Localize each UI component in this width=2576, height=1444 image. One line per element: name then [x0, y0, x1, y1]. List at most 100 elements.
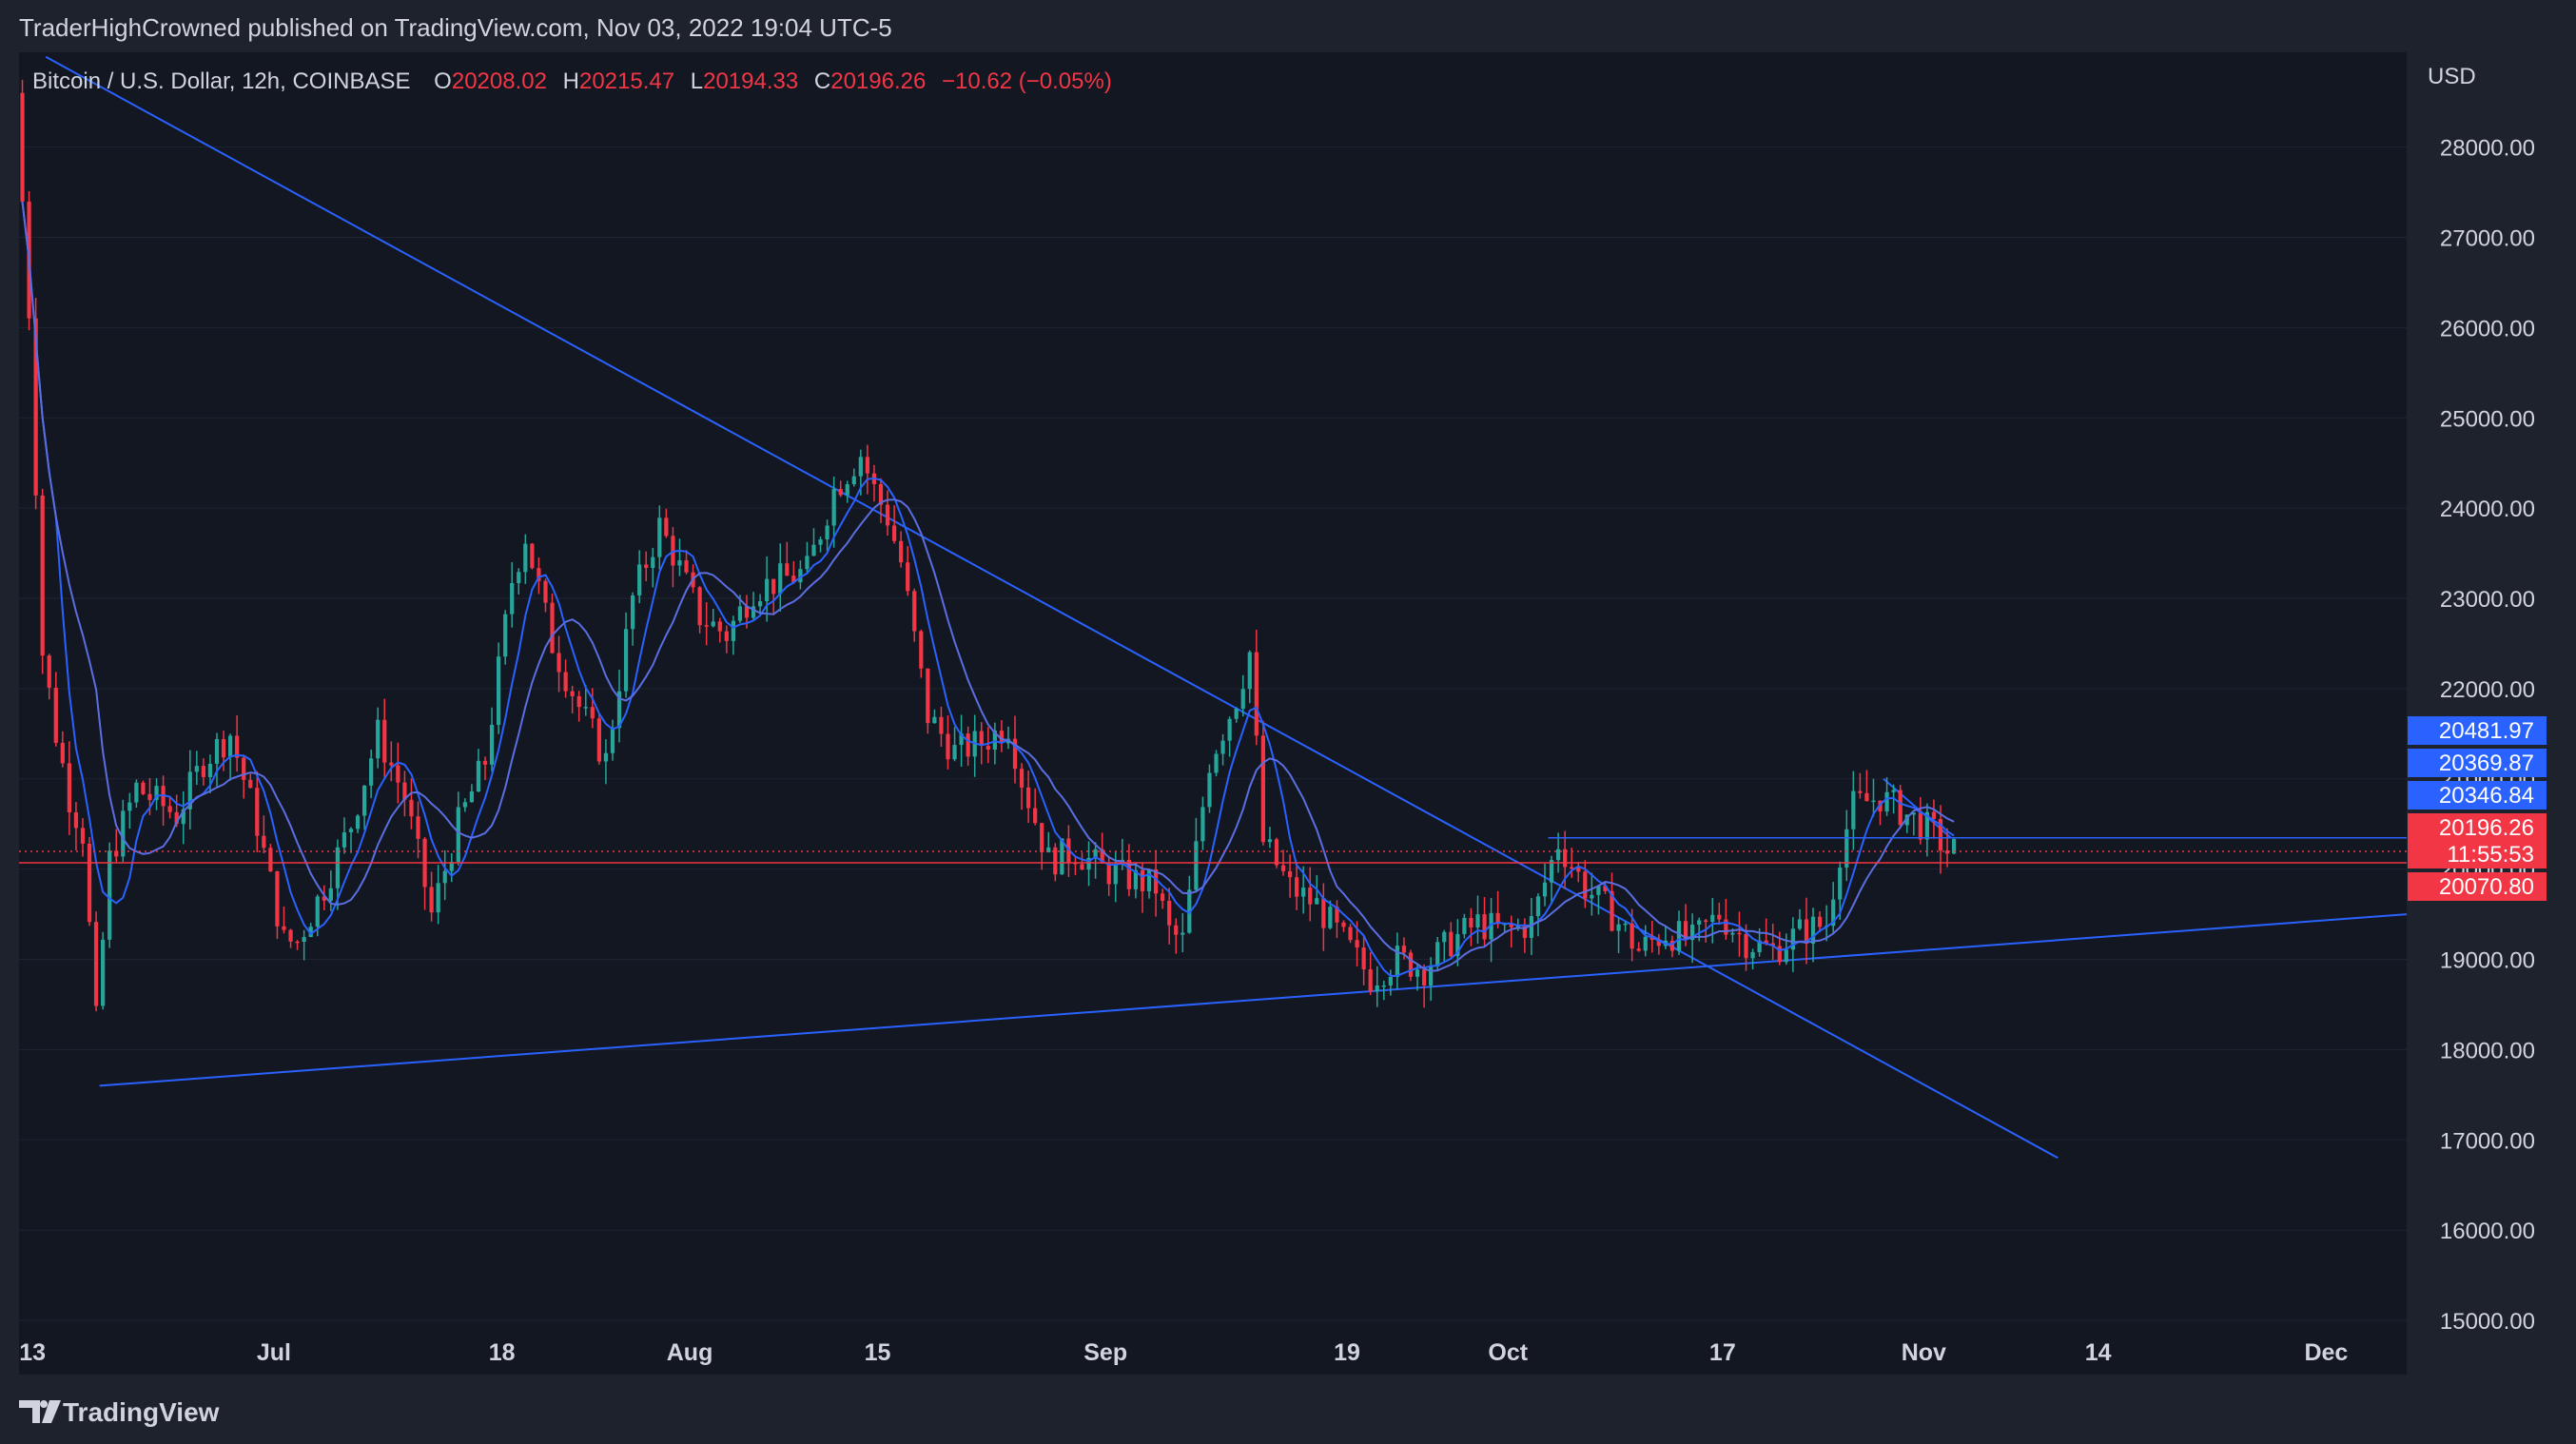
candle-body [262, 835, 266, 849]
candle-body [570, 691, 575, 696]
candle-body [1603, 886, 1608, 891]
candle-body [1435, 942, 1440, 967]
candle-body [644, 564, 649, 569]
candle-body [1161, 893, 1165, 901]
candle-body [1368, 969, 1373, 992]
candle-body [67, 763, 71, 812]
candle-body [1287, 870, 1293, 878]
candle-body [1174, 925, 1179, 935]
price-tick-label: 24000.00 [2440, 497, 2535, 522]
candle-body [1596, 886, 1601, 895]
trendline [45, 55, 2059, 1160]
candle-body [1355, 940, 1359, 948]
candle-body [1817, 916, 1823, 927]
candle-body [1911, 812, 1916, 815]
candle-body [1891, 790, 1896, 792]
candle-body [1335, 907, 1339, 923]
price-label-box [2408, 716, 2547, 745]
candle-body [791, 576, 796, 583]
candle-body [489, 725, 495, 765]
candle-body [1951, 839, 1957, 854]
price-label-box [2408, 813, 2547, 842]
candle-body [805, 556, 810, 570]
candle-body [1918, 812, 1922, 840]
candle-body [1207, 772, 1212, 808]
candle-body [93, 922, 99, 1006]
candle-body [543, 580, 548, 603]
candle-body [1489, 912, 1493, 940]
candle-body [1737, 932, 1742, 935]
candle-body [127, 802, 132, 811]
candle-body [1040, 823, 1044, 853]
candle-body [449, 862, 454, 871]
candle-body [1683, 921, 1688, 941]
candle-body [1636, 948, 1641, 951]
legend: Bitcoin / U.S. Dollar, 12h, COINBASE O20… [32, 68, 1112, 94]
candle-body [966, 733, 970, 757]
candle-body [1871, 800, 1876, 803]
candle-body [221, 739, 226, 758]
candle-body [778, 563, 783, 595]
candle-body [590, 707, 595, 719]
candle-body [101, 939, 106, 1006]
candle-body [1810, 916, 1816, 945]
candle-body [1924, 811, 1929, 840]
candle-body [1944, 850, 1950, 854]
time-tick-label: 18 [489, 1339, 516, 1366]
candle-body [147, 793, 152, 800]
candle-body [912, 591, 917, 632]
candle-body [919, 631, 924, 669]
candle-body [1019, 769, 1025, 788]
candle-body [1904, 814, 1909, 826]
candle-body [1301, 888, 1306, 897]
candle-body [858, 457, 863, 477]
price-label-text: 20346.84 [2439, 783, 2534, 809]
legend-open-value: 20208.02 [452, 68, 547, 94]
candle-body [1214, 753, 1219, 773]
candle-body [1442, 931, 1447, 943]
candle-body [1864, 792, 1869, 802]
candle-body [1227, 718, 1232, 741]
tradingview-logo[interactable]: TradingView [19, 1397, 220, 1427]
candle-body [369, 758, 374, 786]
candle-body [1086, 857, 1091, 870]
candle-body [497, 656, 501, 726]
candle-body [154, 786, 159, 800]
candle-body [1555, 849, 1561, 861]
candle-body [1669, 940, 1675, 951]
candle-body [282, 926, 286, 930]
candle-body [1375, 985, 1379, 992]
currency-label[interactable]: USD [2428, 64, 2476, 89]
candle-body [47, 655, 51, 688]
candle-body [583, 707, 588, 709]
candle-body [798, 569, 803, 583]
candle-body [556, 653, 561, 673]
candle-body [1126, 859, 1131, 889]
candle-body [550, 602, 555, 654]
candle-body [442, 870, 447, 884]
candle-body [523, 543, 528, 573]
moving-average-fast [21, 201, 1955, 978]
candle-body [194, 766, 199, 772]
candle-body [1328, 907, 1333, 928]
chart-pane[interactable] [19, 52, 2407, 1375]
candle-body [1583, 871, 1588, 899]
candle-body [80, 828, 86, 844]
time-tick-label: Nov [1902, 1339, 1946, 1366]
candle-body [1724, 919, 1728, 935]
candle-body [1717, 914, 1722, 920]
time-tick-label: 15 [865, 1339, 891, 1366]
candle-body [107, 850, 112, 940]
candle-body [1046, 847, 1051, 853]
candle-body [885, 504, 890, 526]
candle-body [637, 564, 642, 595]
candle-body [530, 543, 535, 569]
time-tick-label: Aug [667, 1339, 713, 1366]
candle-body [818, 539, 823, 545]
candle-body [416, 816, 420, 839]
candle-body [1260, 735, 1265, 843]
candle-body [711, 621, 715, 627]
candle-body [765, 578, 770, 602]
tradingview-logo-icon [19, 1400, 61, 1423]
